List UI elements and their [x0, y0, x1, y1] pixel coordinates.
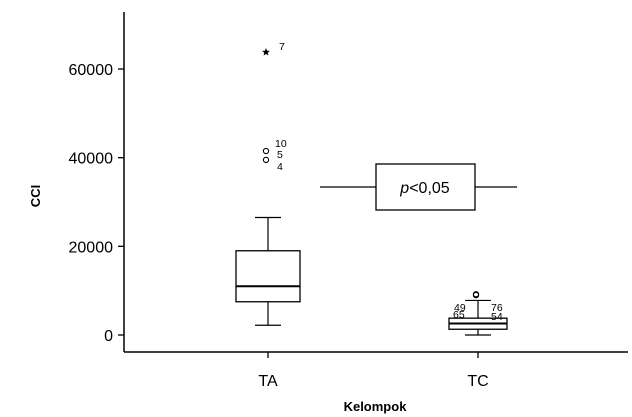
- outlier-circle-marker: [262, 147, 270, 155]
- outlier-label: 7: [279, 41, 285, 53]
- outlier-star-marker: [262, 47, 270, 56]
- outlier-circle-marker: [472, 291, 480, 299]
- y-axis-title: CCI: [28, 185, 43, 207]
- y-tick-label: 20000: [69, 239, 114, 256]
- outlier-label: 76: [491, 302, 503, 314]
- annotation-box: [375, 163, 476, 211]
- y-tick-label: 40000: [69, 151, 114, 168]
- outlier-label: 10: [275, 138, 287, 150]
- outlier-label: 5: [277, 149, 283, 161]
- outlier-label: 4: [277, 161, 283, 173]
- outlier-label: 49: [454, 302, 466, 314]
- annotation-text: p<0,05: [399, 180, 449, 197]
- outlier-label: 54: [491, 311, 503, 323]
- x-axis-title: Kelompok: [344, 399, 408, 414]
- annotation-p-italic: p: [399, 180, 409, 197]
- y-tick-label: 60000: [69, 62, 114, 79]
- x-tick-label: TA: [258, 373, 278, 390]
- box-iqr-ta: [235, 250, 301, 303]
- annotation-threshold: <0,05: [409, 180, 450, 197]
- x-tick-label: TC: [467, 373, 488, 390]
- outlier-label: 65: [453, 309, 465, 321]
- outlier-circle-marker: [262, 156, 270, 164]
- y-tick-label: 0: [104, 328, 113, 345]
